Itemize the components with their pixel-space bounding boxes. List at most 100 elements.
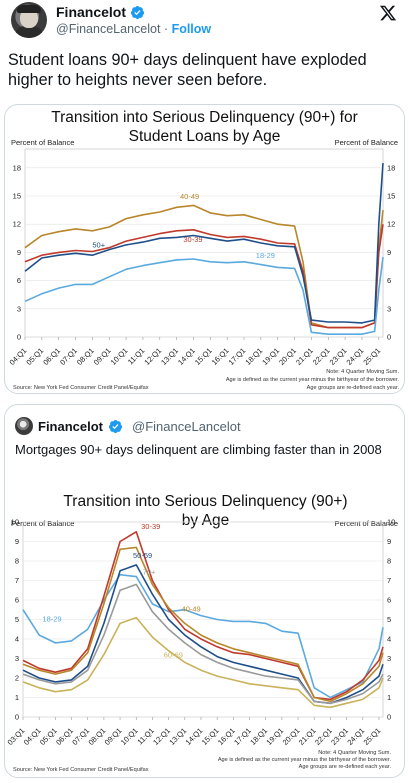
x-tick-label: 14:Q1 xyxy=(184,726,205,747)
x-tick-label: 25:Q1 xyxy=(361,346,382,367)
y-tick-label-left: 6 xyxy=(17,276,21,285)
x-tick-label: 12:Q1 xyxy=(142,346,163,367)
y-tick-label-right: 12 xyxy=(387,220,395,229)
author-handle[interactable]: @FinanceLancelot xyxy=(56,22,161,36)
y-tick-label-right: 4 xyxy=(387,635,391,644)
x-tick-label: 06:Q1 xyxy=(54,726,75,747)
x-tick-label: 08:Q1 xyxy=(75,346,96,367)
y-tick-label-right: 8 xyxy=(387,557,391,566)
series-label-30-39: 30-39 xyxy=(183,235,202,244)
x-tick-label: 15:Q1 xyxy=(193,346,214,367)
y-axis-left-label: Percent of Balance xyxy=(11,519,75,528)
y-tick-label-right: 7 xyxy=(387,576,391,585)
verified-badge-icon xyxy=(130,5,145,19)
x-tick-label: 18:Q1 xyxy=(248,726,269,747)
y-tick-label-right: 5 xyxy=(387,615,391,624)
avatar[interactable] xyxy=(11,2,47,38)
x-tick-label: 03:Q1 xyxy=(6,726,27,747)
y-tick-label-right: 18 xyxy=(387,163,395,172)
chart-title-line-2: by Age xyxy=(181,512,230,529)
y-tick-label-right: 6 xyxy=(387,276,391,285)
x-tick-label: 19:Q1 xyxy=(264,726,285,747)
y-axis-left-label: Percent of Balance xyxy=(11,138,75,147)
student-loans-chart: 0 0 3 3 6 6 9 9 12 12 15 15 18 18 04:Q105:Q106:Q107:Q1… xyxy=(8,148,400,391)
x-tick-label: 25:Q1 xyxy=(362,726,383,747)
series-label-60-69: 60-69 xyxy=(164,651,183,660)
x-tick-label: 14:Q1 xyxy=(176,346,197,367)
y-tick-label-right: 9 xyxy=(387,248,391,257)
y-tick-label-left: 9 xyxy=(15,537,19,546)
x-logo-icon[interactable] xyxy=(379,4,397,22)
y-tick-label-left: 9 xyxy=(17,248,21,257)
y-tick-label-right: 1 xyxy=(387,693,391,702)
y-tick-label-left: 4 xyxy=(15,635,19,644)
chart-note: Note: 4 Quarter Moving Sum. xyxy=(326,369,399,375)
mortgage-chart: 0 01 12 23 34 45 56 67 78 89 910 1003:Q104:Q105:Q10… xyxy=(6,518,396,774)
y-tick-label-right: 0 xyxy=(387,333,391,342)
x-tick-label: 17:Q1 xyxy=(232,726,253,747)
x-tick-label: 20:Q1 xyxy=(277,346,298,367)
quoted-display-name[interactable]: Financelot xyxy=(38,418,104,434)
quoted-tweet-text: Mortgages 90+ days delinquent are climbi… xyxy=(15,442,382,457)
x-tick-label: 11:Q1 xyxy=(126,346,146,366)
chart-source: Source: New York Fed Consumer Credit Pan… xyxy=(13,385,149,391)
x-tick-label: 15:Q1 xyxy=(200,726,221,747)
series-label-50+: 50+ xyxy=(92,241,105,250)
tweet-header: Financelot @FinanceLancelot · Follow xyxy=(0,0,409,46)
verified-badge-icon xyxy=(108,419,123,433)
x-tick-label: 13:Q1 xyxy=(167,726,188,747)
x-tick-label: 19:Q1 xyxy=(260,346,281,367)
series-line-30-39 xyxy=(24,224,384,329)
x-tick-label: 04:Q1 xyxy=(22,726,43,747)
y-axis-right-label: Percent of Balance xyxy=(334,519,398,528)
y-tick-label-right: 0 xyxy=(387,713,391,722)
series-label-40-49: 40-49 xyxy=(182,605,201,614)
x-tick-label: 07:Q1 xyxy=(58,346,79,367)
quoted-tweet-header: Financelot @FinanceLancelot xyxy=(15,417,241,435)
y-axis-right-label: Percent of Balance xyxy=(334,138,398,147)
series-line-70+ xyxy=(22,583,384,705)
x-tick-label: 13:Q1 xyxy=(159,346,180,367)
x-tick-label: 04:Q1 xyxy=(8,346,29,367)
y-tick-label-left: 18 xyxy=(13,163,21,172)
quoted-tweet-card[interactable]: Financelot @FinanceLancelot Mortgages 90… xyxy=(4,404,405,778)
x-tick-label: 24:Q1 xyxy=(345,346,366,367)
x-tick-label: 21:Q1 xyxy=(297,726,318,747)
quoted-avatar[interactable] xyxy=(15,417,33,435)
chart-source: Source: New York Fed Consumer Credit Pan… xyxy=(13,767,149,773)
chart-title-line-2: Student Loans by Age xyxy=(128,128,281,145)
author-display-name[interactable]: Financelot xyxy=(56,4,127,20)
author-handle-row: @FinanceLancelot · Follow xyxy=(56,22,211,36)
chart-note: Age groups are re-defined each year. xyxy=(299,764,392,770)
series-line-18-29 xyxy=(22,573,384,699)
x-tick-label: 06:Q1 xyxy=(41,346,62,367)
chart-title-line-1: Transition into Serious Delinquency (90+… xyxy=(63,493,348,510)
quoted-handle[interactable]: @FinanceLancelot xyxy=(132,418,241,434)
x-tick-label: 12:Q1 xyxy=(151,726,172,747)
y-tick-label-left: 1 xyxy=(15,693,19,702)
y-tick-label-right: 3 xyxy=(387,304,391,313)
y-tick-label-left: 10 xyxy=(11,518,19,527)
series-line-50-59 xyxy=(22,564,384,705)
y-tick-label-left: 12 xyxy=(13,220,21,229)
chart-note: Age is defined as the current year minus… xyxy=(226,377,400,383)
y-tick-label-left: 3 xyxy=(17,304,21,313)
x-tick-label: 10:Q1 xyxy=(109,346,130,367)
author-name-row: Financelot xyxy=(56,4,145,20)
y-tick-label-right: 6 xyxy=(387,596,391,605)
x-tick-label: 18:Q1 xyxy=(243,346,264,367)
x-tick-label: 22:Q1 xyxy=(313,726,334,747)
y-tick-label-left: 7 xyxy=(15,576,19,585)
follow-button[interactable]: Follow xyxy=(171,22,212,36)
x-tick-label: 05:Q1 xyxy=(38,726,59,747)
mortgage-chart-card[interactable]: Transition into Serious Delinquency (90+… xyxy=(5,485,404,777)
x-tick-label: 23:Q1 xyxy=(329,726,350,747)
series-label-70+: 70+ xyxy=(143,568,156,577)
series-line-18-29 xyxy=(24,256,384,335)
x-tick-label: 20:Q1 xyxy=(281,726,302,747)
student-loans-chart-card[interactable]: Transition into Serious Delinquency (90+… xyxy=(4,104,405,394)
x-tick-label: 10:Q1 xyxy=(119,726,140,747)
x-tick-label: 09:Q1 xyxy=(103,726,124,747)
y-tick-label-left: 0 xyxy=(17,333,21,342)
x-tick-label: 16:Q1 xyxy=(210,346,231,367)
